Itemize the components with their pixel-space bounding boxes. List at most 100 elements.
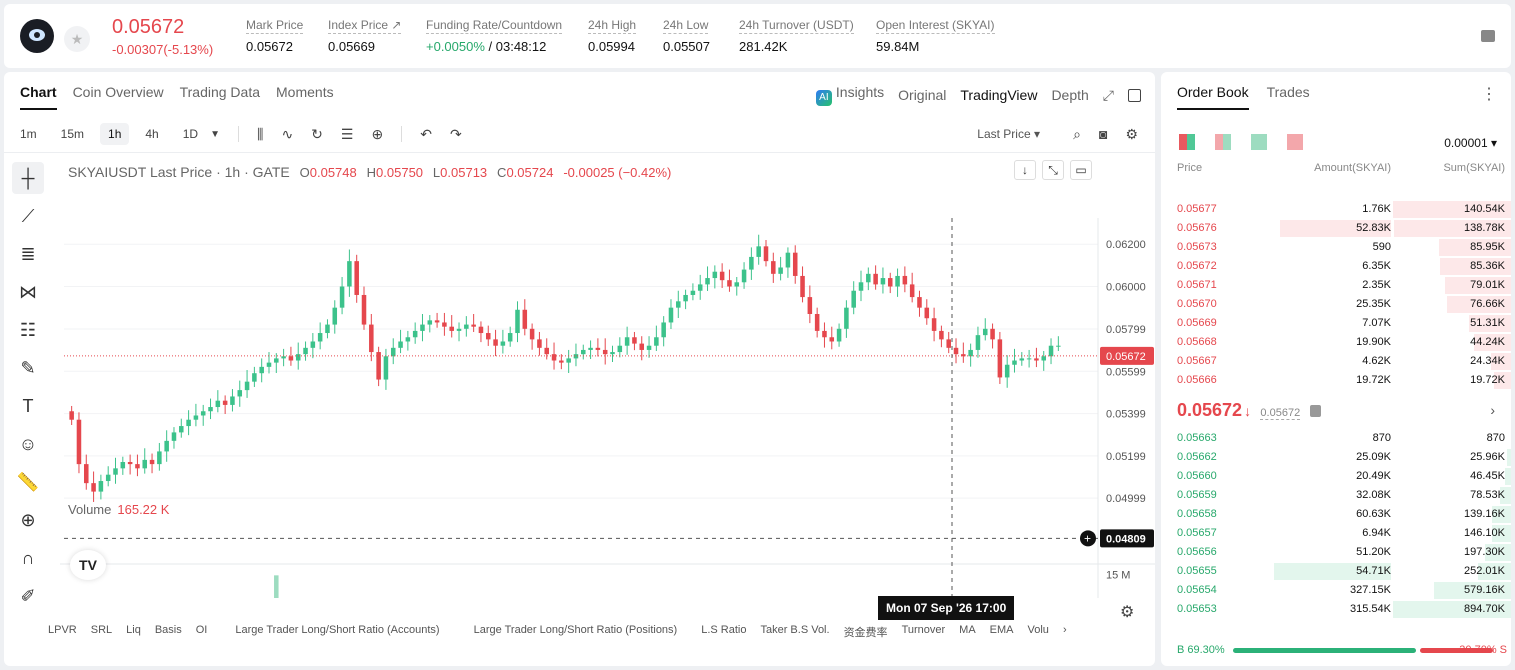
fullscreen-icon[interactable]: ▭ <box>1070 160 1092 180</box>
tab-original[interactable]: Original <box>898 87 947 103</box>
precision-select[interactable]: 0.00001 ▾ <box>1444 136 1497 150</box>
ask-row[interactable]: 0.05670 25.35K 76.66K <box>1177 295 1511 314</box>
price-type-select[interactable]: Last Price ▾ <box>977 127 1040 141</box>
templates-icon[interactable]: ☰ <box>340 125 354 142</box>
indicator-item[interactable]: Taker B.S Vol. <box>760 624 830 636</box>
candle-body <box>317 333 323 342</box>
chevron-right-icon[interactable]: › <box>1490 402 1495 418</box>
add-indicator-icon[interactable]: ⊕ <box>371 125 384 142</box>
indicator-item[interactable]: SRL <box>90 624 113 636</box>
ruler-icon[interactable]: 📏 <box>16 472 40 492</box>
asks-only-icon[interactable] <box>1287 134 1303 150</box>
price: 0.05660 <box>1177 470 1217 482</box>
ask-row[interactable]: 0.05672 6.35K 85.36K <box>1177 257 1511 276</box>
more-icon[interactable]: ⋮ <box>1481 86 1497 103</box>
indicator-item[interactable]: Large Trader Long/Short Ratio (Positions… <box>473 624 678 636</box>
tab-chart[interactable]: Chart <box>20 84 57 110</box>
indicator-item[interactable]: L.S Ratio <box>701 624 747 636</box>
both-sides-icon[interactable] <box>1179 134 1195 150</box>
bid-row[interactable]: 0.05654 327.15K 579.16K <box>1177 581 1511 600</box>
indicator-item[interactable]: Turnover <box>901 624 946 636</box>
candle-body <box>763 246 769 262</box>
bid-row[interactable]: 0.05657 6.94K 146.10K <box>1177 524 1511 543</box>
notes-icon[interactable] <box>1481 30 1495 42</box>
tab-depth[interactable]: Depth <box>1051 87 1089 103</box>
chevron-right-icon[interactable]: › <box>1062 624 1067 636</box>
candle-body <box>1019 358 1025 361</box>
tab-coin-overview[interactable]: Coin Overview <box>72 84 164 100</box>
brush-icon[interactable]: ✎ <box>20 358 36 378</box>
interval-1m[interactable]: 1m <box>20 127 37 141</box>
emoji-icon[interactable]: ☺ <box>18 434 38 454</box>
tab-trades[interactable]: Trades <box>1266 84 1310 100</box>
mid-price-row[interactable]: 0.05672 ↓ 0.05672 › <box>1177 400 1495 420</box>
indicator-item[interactable]: 资金费率 <box>843 627 888 639</box>
price-chart[interactable]: 0.06200 0.06000 0.05799 0.05599 0.05399 0.051… <box>60 158 1155 598</box>
camera-icon[interactable]: ◙ <box>1098 125 1108 142</box>
indicator-item[interactable]: Liq <box>126 624 141 636</box>
fib-icon[interactable]: ☷ <box>19 320 37 340</box>
trendline-icon[interactable]: ⟋ <box>21 206 35 226</box>
arrow-down-icon[interactable]: ↓ <box>1014 160 1036 180</box>
interval-4h[interactable]: 4h <box>145 127 159 141</box>
gear-icon[interactable]: ⚙ <box>1125 125 1138 142</box>
tab-insights[interactable]: AI Insights <box>815 84 884 106</box>
ask-row[interactable]: 0.05668 19.90K 44.24K <box>1177 333 1511 352</box>
collapse-icon[interactable]: ⤡ <box>1042 160 1064 180</box>
ask-row[interactable]: 0.05669 7.07K 51.31K <box>1177 314 1511 333</box>
ask-row[interactable]: 0.05673 590 85.95K <box>1177 238 1511 257</box>
tab-tradingview[interactable]: TradingView <box>960 87 1038 103</box>
tab-moments[interactable]: Moments <box>276 84 334 100</box>
chart-settings-icon[interactable]: ⚙ <box>1120 604 1135 621</box>
bids-asks-icon[interactable] <box>1215 134 1231 150</box>
bid-row[interactable]: 0.05655 54.71K 252.01K <box>1177 562 1511 581</box>
indicator-item[interactable]: Large Trader Long/Short Ratio (Accounts) <box>235 624 440 636</box>
price: 0.05657 <box>1177 527 1217 539</box>
ask-row[interactable]: 0.05676 52.83K 138.78K <box>1177 219 1511 238</box>
interval-1d[interactable]: 1D <box>182 127 199 141</box>
zoom-icon[interactable]: ⊕ <box>20 510 36 530</box>
indicator-item[interactable]: LPVR <box>48 624 77 636</box>
bid-row[interactable]: 0.05653 315.54K 894.70K <box>1177 600 1511 619</box>
bid-row[interactable]: 0.05662 25.09K 25.96K <box>1177 448 1511 467</box>
undo-icon[interactable]: ↶ <box>420 125 432 142</box>
text-icon[interactable]: T <box>22 396 34 416</box>
bid-row[interactable]: 0.05659 32.08K 78.53K <box>1177 486 1511 505</box>
favorite-star-icon[interactable]: ★ <box>64 26 90 52</box>
bid-row[interactable]: 0.05663 870 870 <box>1177 429 1505 448</box>
bid-row[interactable]: 0.05660 20.49K 46.45K <box>1177 467 1511 486</box>
crosshair-icon[interactable]: ┼ <box>12 162 44 194</box>
channel-icon[interactable]: ≣ <box>20 244 36 264</box>
redo-icon[interactable]: ↷ <box>449 125 462 142</box>
ask-row[interactable]: 0.05677 1.76K 140.54K <box>1177 200 1511 219</box>
compare-icon[interactable]: ↻ <box>311 125 323 142</box>
candle-type-icon[interactable]: ⫼ <box>256 125 264 142</box>
bid-row[interactable]: 0.05658 60.63K 139.16K <box>1177 505 1511 524</box>
indicator-item[interactable]: Basis <box>154 624 182 636</box>
interval-1h[interactable]: 1h <box>100 123 130 145</box>
sum: 870 <box>1486 432 1505 444</box>
window-icon[interactable] <box>1128 88 1141 102</box>
indicator-item[interactable]: MA <box>959 624 976 636</box>
pattern-icon[interactable]: ⋈ <box>19 282 37 302</box>
indicator-item[interactable]: OI <box>195 624 208 636</box>
bid-row[interactable]: 0.05656 51.20K 197.30K <box>1177 543 1511 562</box>
ask-row[interactable]: 0.05666 19.72K 19.72K <box>1177 371 1511 390</box>
indicator-item[interactable]: Volu <box>1027 624 1049 636</box>
magnet-icon[interactable]: ∩ <box>21 548 35 568</box>
indicator-item[interactable]: EMA <box>989 624 1014 636</box>
ask-row[interactable]: 0.05667 4.62K 24.34K <box>1177 352 1511 371</box>
indicators-icon[interactable]: ∿ <box>281 125 294 142</box>
stat-index-price[interactable]: Index Price ↗ 0.05669 <box>328 18 402 54</box>
interval-15m[interactable]: 15m <box>60 127 85 141</box>
tradingview-logo[interactable]: TV <box>70 550 106 580</box>
bids-only-icon[interactable] <box>1251 134 1267 150</box>
ask-row[interactable]: 0.05671 2.35K 79.01K <box>1177 276 1511 295</box>
tab-order-book[interactable]: Order Book <box>1177 84 1249 110</box>
pencil-icon[interactable]: ✐ <box>20 586 36 606</box>
search-icon[interactable]: ⌕ <box>1073 125 1081 142</box>
expand-icon[interactable]: ⤢ <box>1102 86 1114 103</box>
interval-dropdown-icon[interactable]: ▼ <box>210 128 220 140</box>
tab-trading-data[interactable]: Trading Data <box>179 84 261 100</box>
amount: 54.71K <box>1356 565 1391 577</box>
